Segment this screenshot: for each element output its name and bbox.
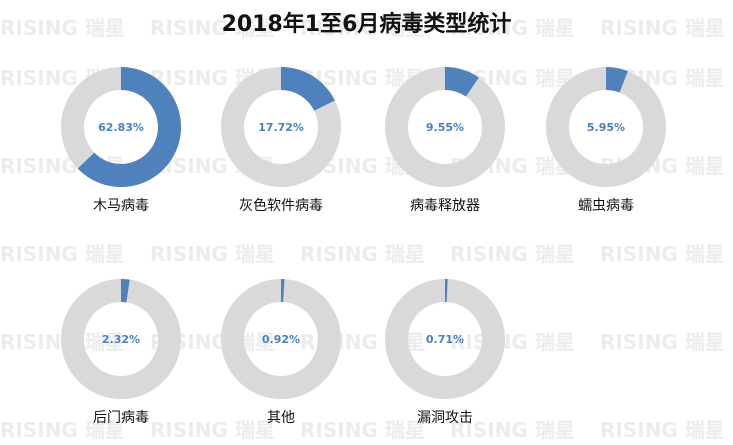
donut-percent-label: 62.83% — [98, 121, 144, 134]
donut-category-label: 蠕虫病毒 — [578, 198, 634, 214]
donut-value-segment — [77, 67, 181, 187]
donut-percent-label: 2.32% — [102, 333, 140, 346]
donut-percent-label: 0.71% — [426, 333, 464, 346]
donut-remainder-segment — [384, 279, 505, 399]
donut-remainder-segment — [545, 67, 666, 188]
donut-6: 0.92% 其他 — [220, 279, 341, 426]
donut-category-label: 后门病毒 — [93, 410, 149, 426]
donut-2: 17.72% 灰色软件病毒 — [220, 67, 341, 214]
donut-category-label: 灰色软件病毒 — [239, 197, 323, 214]
donut-percent-label: 17.72% — [258, 121, 304, 134]
donut-value-segment — [606, 67, 628, 93]
donut-remainder-segment — [384, 67, 505, 187]
donut-value-segment — [445, 67, 479, 97]
donut-remainder-segment — [60, 279, 181, 399]
donut-value-segment — [281, 279, 285, 303]
donut-value-segment — [445, 279, 448, 303]
donut-5: 2.32% 后门病毒 — [60, 279, 181, 426]
donut-category-label: 木马病毒 — [93, 198, 149, 214]
donut-category-label: 其他 — [267, 410, 295, 426]
donut-3: 9.55% 病毒释放器 — [384, 67, 505, 214]
page-title: 2018年1至6月病毒类型统计 — [221, 12, 512, 37]
donut-category-label: 漏洞攻击 — [417, 410, 473, 426]
donut-percent-label: 0.92% — [262, 333, 300, 346]
donut-percent-label: 5.95% — [587, 121, 625, 134]
donut-4: 5.95% 蠕虫病毒 — [545, 67, 666, 214]
donut-percent-label: 9.55% — [426, 121, 464, 134]
donut-category-label: 病毒释放器 — [410, 198, 480, 214]
donut-value-segment — [281, 67, 335, 111]
donut-value-segment — [121, 279, 130, 303]
donut-1: 62.83% 木马病毒 — [60, 67, 181, 214]
donut-remainder-segment — [220, 279, 341, 399]
donut-7: 0.71% 漏洞攻击 — [384, 279, 505, 426]
